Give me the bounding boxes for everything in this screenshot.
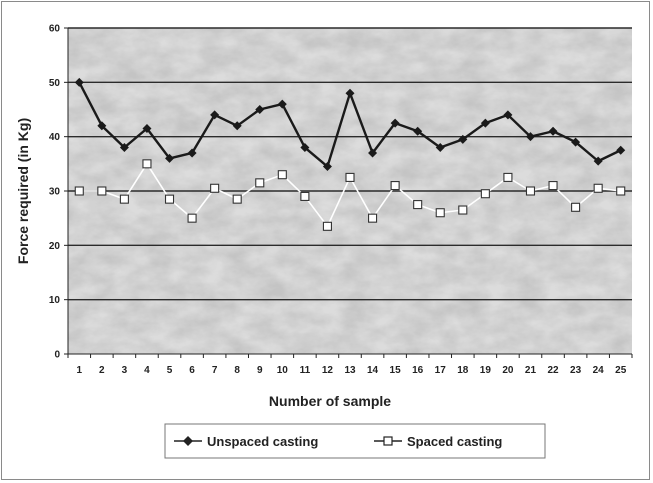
y-tick-label: 30	[49, 187, 61, 198]
data-point	[142, 124, 152, 134]
data-point	[345, 172, 355, 182]
y-tick-labels: 0 10 20 30 40 50 60	[49, 24, 68, 361]
x-tick-label: 17	[435, 365, 447, 376]
x-tick-label: 6	[189, 365, 195, 376]
x-tick-label: 5	[167, 365, 173, 376]
x-tick-label: 16	[412, 365, 424, 376]
data-point	[480, 189, 490, 199]
data-point	[548, 181, 558, 191]
data-point	[593, 156, 603, 166]
x-tick-label: 21	[525, 365, 537, 376]
data-point	[74, 77, 84, 87]
data-point	[232, 121, 242, 131]
data-point	[164, 194, 175, 204]
data-point	[300, 191, 310, 201]
data-point	[525, 186, 536, 196]
x-tick-label: 1	[76, 365, 82, 376]
data-point	[413, 200, 423, 210]
y-tick-label: 20	[49, 241, 61, 252]
series-spaced	[74, 159, 626, 231]
x-tick-label: 15	[390, 365, 402, 376]
x-tick-label: 10	[277, 365, 289, 376]
y-tick-label: 10	[49, 295, 61, 306]
data-point	[165, 153, 175, 163]
data-point	[616, 186, 626, 196]
series-group	[74, 77, 626, 231]
x-tick-label: 22	[547, 365, 559, 376]
data-point	[458, 205, 468, 215]
data-point	[458, 134, 468, 144]
x-tick-label: 7	[212, 365, 218, 376]
data-point	[277, 99, 287, 109]
data-point	[548, 126, 558, 136]
data-point	[525, 132, 535, 142]
data-point	[255, 105, 265, 114]
x-tick-label: 14	[367, 365, 379, 376]
series-unspaced	[74, 77, 626, 172]
legend-label-unspaced: Unspaced casting	[207, 434, 318, 449]
data-point	[187, 213, 197, 223]
data-point	[300, 143, 310, 153]
x-tick-label: 20	[502, 365, 514, 376]
data-point	[210, 183, 220, 193]
data-point	[390, 181, 400, 191]
data-point	[119, 194, 129, 204]
data-point	[503, 172, 513, 182]
data-point	[255, 178, 265, 188]
x-tick-label: 2	[99, 365, 105, 376]
data-point	[322, 221, 332, 231]
data-point	[322, 162, 332, 172]
data-point	[593, 183, 603, 193]
y-tick-label: 0	[54, 350, 60, 361]
x-tick-label: 18	[457, 365, 469, 376]
x-axis-title: Number of sample	[269, 393, 391, 409]
data-point	[435, 143, 445, 153]
data-point	[97, 121, 107, 131]
x-tick-label: 8	[234, 365, 240, 376]
x-tick-label: 24	[593, 365, 605, 376]
x-tick-label: 12	[322, 365, 334, 376]
x-tick-label: 11	[300, 365, 311, 376]
legend-label-spaced: Spaced casting	[407, 434, 502, 449]
data-point	[119, 143, 129, 153]
data-point	[571, 137, 581, 147]
y-tick-label: 50	[49, 78, 61, 89]
data-point	[616, 145, 626, 155]
data-point	[390, 118, 400, 128]
x-tick-label: 25	[615, 365, 627, 376]
y-tick-label: 60	[49, 24, 61, 35]
data-point	[480, 118, 490, 128]
legend-box	[164, 423, 546, 459]
data-point	[413, 126, 423, 136]
data-point	[210, 110, 220, 120]
data-point	[503, 110, 513, 120]
x-tick-label: 9	[257, 365, 263, 376]
y-tick-label: 40	[49, 132, 61, 143]
data-point	[368, 213, 378, 223]
legend-marker-unspaced	[183, 436, 193, 446]
x-tick-label: 3	[122, 365, 128, 376]
data-point	[277, 170, 287, 180]
legend-marker-spaced	[383, 436, 393, 446]
data-point	[232, 194, 242, 204]
gridlines	[68, 27, 632, 301]
legend: Unspaced casting Spaced casting	[164, 423, 546, 459]
data-point	[97, 186, 107, 196]
data-point	[368, 148, 378, 158]
x-tick-label: 13	[344, 365, 356, 376]
x-tick-label: 19	[480, 365, 492, 376]
data-point	[142, 159, 152, 169]
x-tick-label: 4	[144, 365, 150, 376]
data-point	[187, 148, 197, 158]
x-tick-labels: 1 2 3 4 5 6 7 8 9 10 11 12 13 14 15 16 17 18 19 20 21 22 23 24 2…	[67, 354, 633, 376]
data-point	[571, 202, 581, 212]
data-point	[345, 88, 355, 98]
data-point	[74, 186, 84, 196]
y-axis-title: Force required (in Kg)	[15, 118, 31, 264]
x-tick-label: 23	[570, 365, 582, 376]
data-point	[435, 208, 445, 218]
